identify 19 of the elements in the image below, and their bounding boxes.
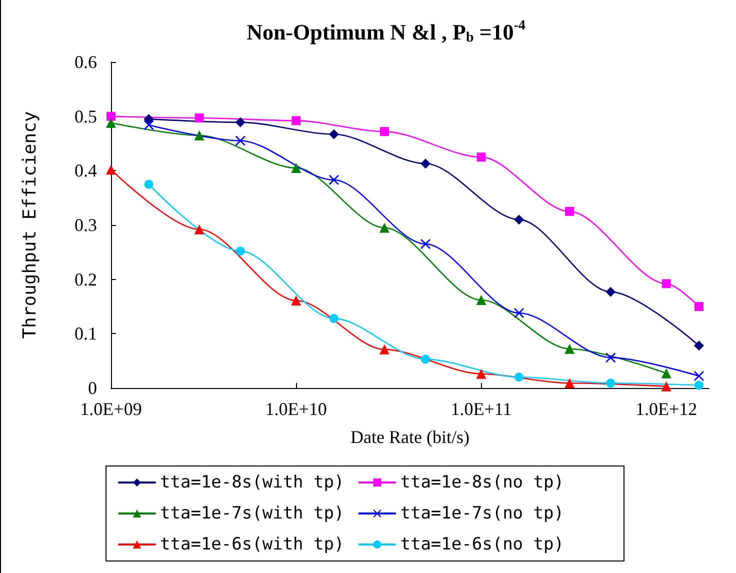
y-tick-label: 0.1 [74, 324, 97, 344]
x-axis-title: Date Rate (bit/s) [350, 427, 470, 447]
y-tick-label: 0.3 [74, 215, 97, 235]
y-tick-label: 0.5 [74, 106, 97, 126]
y-tick-label: 0.2 [74, 269, 97, 290]
y-axis-title: Throughput Efficiency [20, 111, 40, 339]
legend-label: tta=1e-7s(with tp) [160, 504, 344, 524]
y-tick-label: 0 [88, 378, 97, 398]
legend-label: tta=1e-6s(no tp) [400, 534, 564, 554]
x-tick-label: 1.0E+09 [80, 399, 142, 419]
y-tick-label: 0.4 [74, 160, 97, 181]
x-tick-label: 1.0E+10 [265, 399, 327, 419]
legend-label: tta=1e-8s(no tp) [400, 472, 564, 492]
x-tick-label: 1.0E+11 [450, 399, 512, 419]
legend-label: tta=1e-6s(with tp) [160, 534, 344, 554]
legend-label: tta=1e-7s(no tp) [400, 504, 564, 524]
y-tick-label: 0.6 [74, 52, 97, 72]
legend-label: tta=1e-8s(with tp) [160, 472, 344, 492]
x-tick-label: 1.0E+12 [636, 399, 698, 419]
